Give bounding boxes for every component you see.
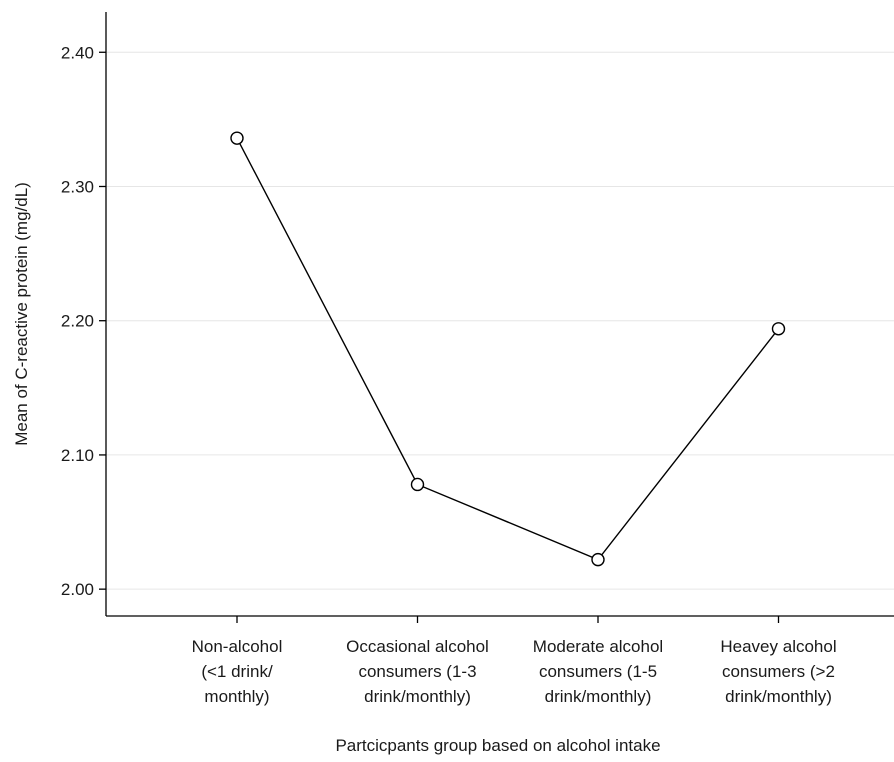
x-category-label: Moderate alcohol consumers (1-5 drink/mont…	[533, 637, 663, 706]
y-tick-label: 2.30	[61, 177, 94, 196]
data-point	[230, 131, 244, 145]
grid-lines	[106, 51, 894, 590]
series	[230, 131, 786, 567]
x-axis-title: Partcicpants group based on alcohol inta…	[335, 736, 660, 755]
data-point	[410, 477, 425, 492]
axes	[105, 12, 894, 617]
data-point	[591, 552, 605, 567]
x-ticks: Non-alcohol (<1 drink/monthly) Occasional …	[192, 616, 837, 706]
y-tick-label: 2.00	[61, 580, 94, 599]
series-line	[236, 137, 780, 561]
y-tick-label: 2.10	[61, 446, 94, 465]
y-axis-title: Mean of C-reactive protein (mg/dL)	[12, 182, 31, 446]
data-point	[771, 322, 786, 336]
x-category-label: Non-alcohol (<1 drink/monthly)	[192, 637, 283, 706]
y-tick-label: 2.20	[61, 312, 94, 331]
y-ticks: 2.00 2.10 2.20 2.30 2.40	[61, 43, 106, 599]
x-category-label: Occasional alcohol consumers (1-3 drink/mo…	[346, 637, 489, 706]
x-category-label: Heavey alcohol consumers (>2 drink/monthly…	[720, 637, 836, 706]
y-tick-label: 2.40	[61, 43, 94, 62]
